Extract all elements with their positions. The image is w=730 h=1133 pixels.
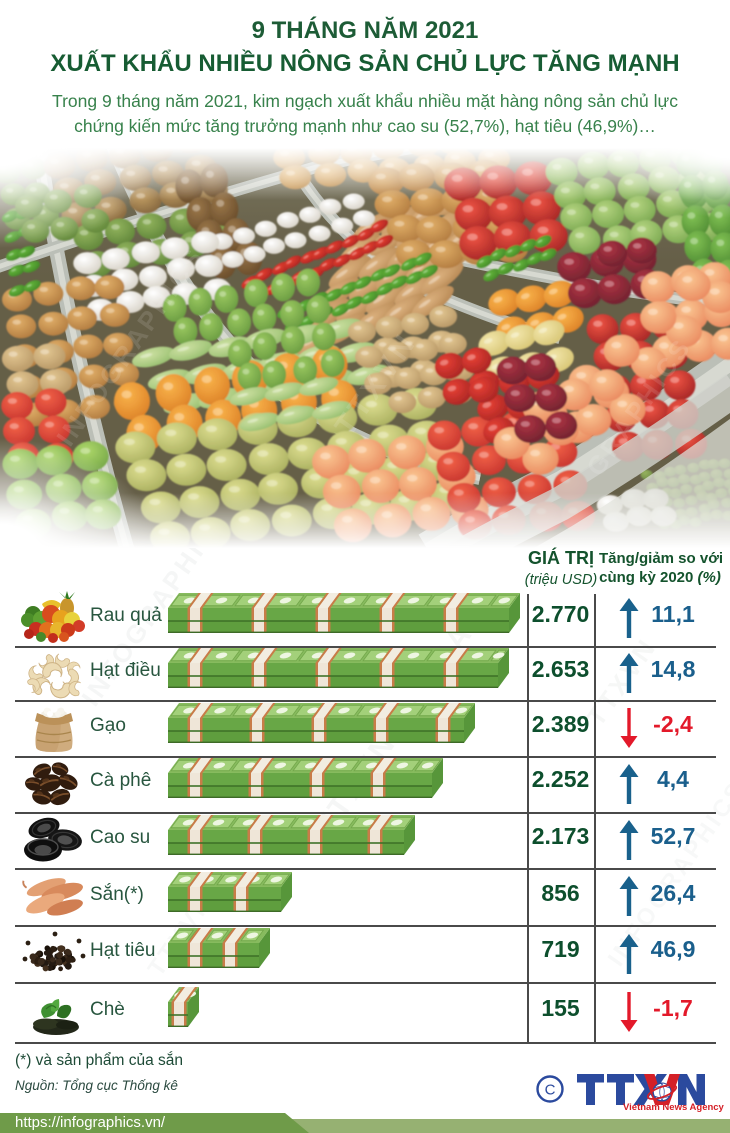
svg-text:C: C [545,1082,556,1099]
